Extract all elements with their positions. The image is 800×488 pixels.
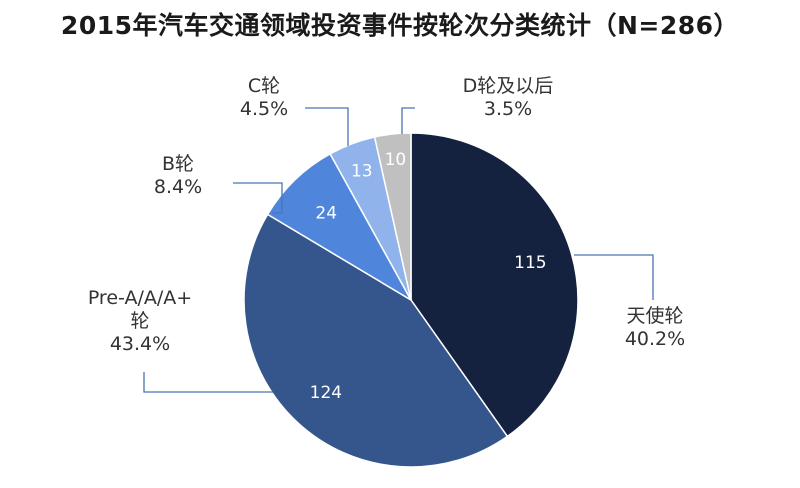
slice-d-category-label: D轮及以后 3.5% [463, 75, 554, 120]
pie-slices [243, 132, 579, 468]
slice-b-name-label: B轮 [162, 153, 194, 175]
slice-pre-a-a-a-value-label: 124 [310, 383, 342, 403]
chart-title: 2015年汽车交通领域投资事件按轮次分类统计（N=286） [60, 11, 740, 40]
slice-d [373, 132, 412, 301]
slice-c-leader-line [305, 107, 349, 146]
slice-b-leader-line [233, 182, 283, 214]
category-labels: 天使轮 40.2% Pre-A/A/A+轮 43.4% B轮 8.4% C轮 4.5% D轮及以… [88, 75, 685, 355]
slice-s0-name-label: 天使轮 [626, 305, 683, 327]
slice-b-value-label: 24 [315, 203, 337, 223]
slice-d-leader-line [401, 107, 415, 134]
slice-pre-a-a-a [243, 213, 509, 468]
slice-pre-a-a-a-percent-label: 43.4% [110, 333, 170, 355]
leader-lines [143, 107, 654, 393]
slice-c-category-label: C轮 4.5% [240, 75, 288, 120]
slice-pre-a-a-a-category-label: Pre-A/A/A+轮 43.4% [88, 287, 192, 355]
slice-d-value-label: 10 [385, 150, 407, 170]
slice-s0-leader-line [574, 254, 654, 300]
slice-c-value-label: 13 [351, 161, 373, 181]
slice-c-percent-label: 4.5% [240, 98, 288, 120]
slice-b-percent-label: 8.4% [154, 176, 202, 198]
slice-b-category-label: B轮 8.4% [154, 153, 202, 198]
slice-b [266, 152, 414, 303]
slice-pre-a-a-a-name-label: 轮 [130, 310, 149, 332]
slice-pre-a-a-a-leader-line [143, 372, 273, 393]
slice-s0-value-label: 115 [514, 253, 546, 273]
slice-s0-category-label: 天使轮 40.2% [625, 305, 685, 350]
slice-d-percent-label: 3.5% [484, 98, 532, 120]
slice-c-name-label: C轮 [248, 75, 280, 97]
slice-value-labels: 115 124 24 13 10 [310, 150, 547, 403]
slice-s0 [410, 132, 579, 438]
slice-pre-a-a-a-name-label: Pre-A/A/A+ [88, 287, 192, 309]
slice-s0-percent-label: 40.2% [625, 328, 685, 350]
slice-d-name-label: D轮及以后 [463, 75, 554, 97]
